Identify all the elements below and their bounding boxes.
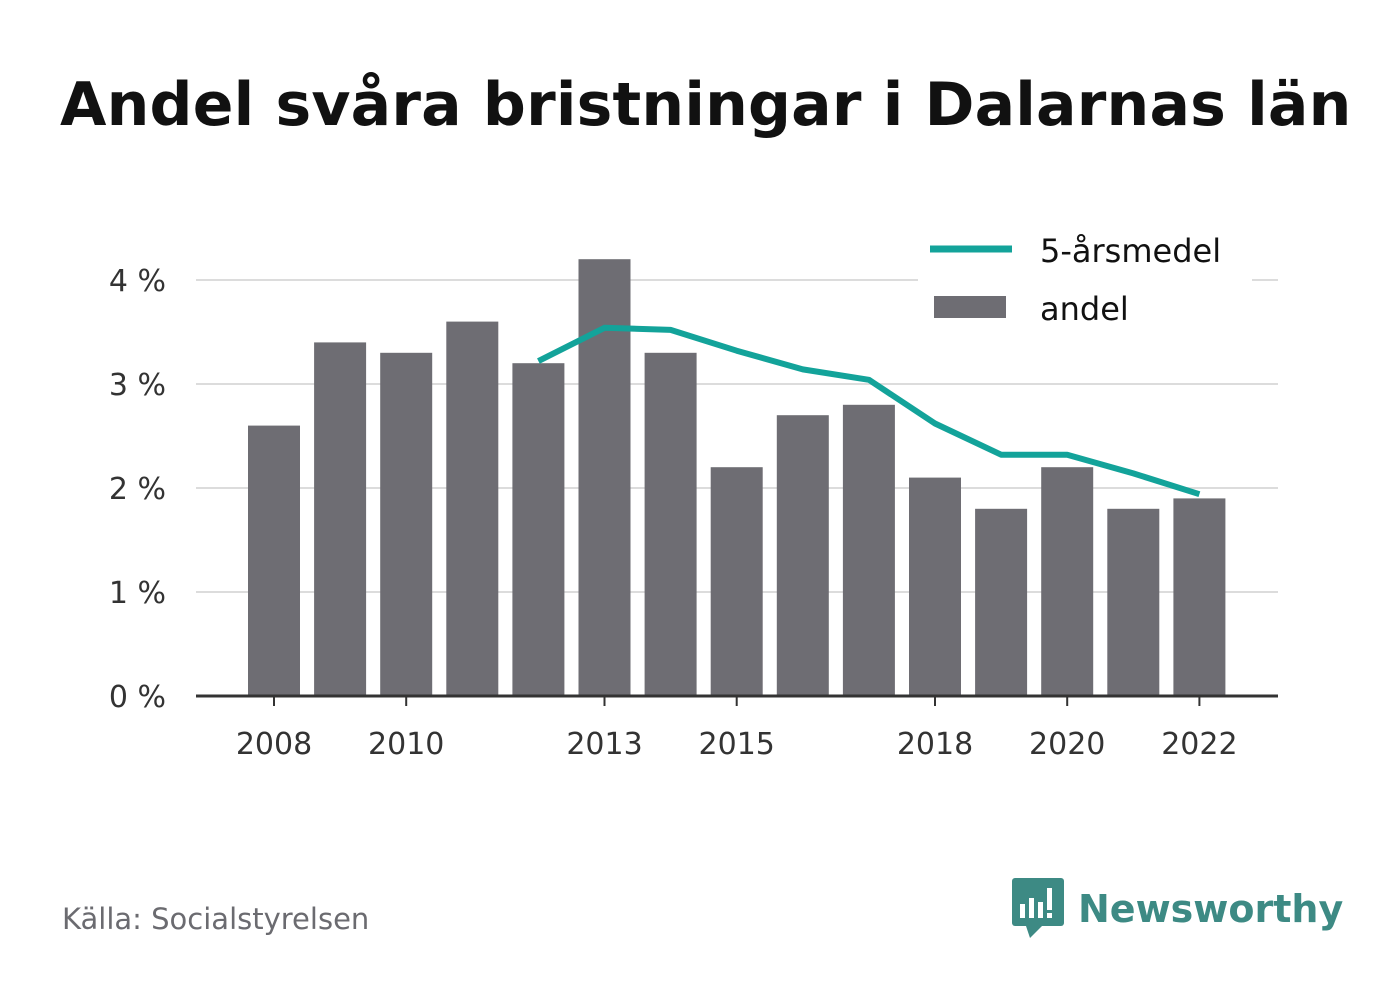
- bar: [380, 352, 433, 696]
- y-tick-label: 2 %: [109, 472, 166, 507]
- x-tick-label: 2013: [566, 727, 642, 762]
- y-tick-label: 1 %: [109, 576, 166, 611]
- bar: [1041, 467, 1094, 696]
- legend-label-andel: andel: [1040, 290, 1129, 328]
- x-tick-label: 2022: [1161, 727, 1237, 762]
- bar: [710, 467, 763, 696]
- series-line-5-arsmedel: [537, 324, 1201, 498]
- bar: [776, 415, 829, 696]
- legend-label-5-arsmedel: 5-årsmedel: [1040, 232, 1221, 270]
- bar: [314, 342, 367, 696]
- source-note: Källa: Socialstyrelsen: [62, 902, 370, 936]
- x-tick-label: 2008: [236, 727, 312, 762]
- chart-title: Andel svåra bristningar i Dalarnas län: [60, 70, 1352, 140]
- bar: [842, 404, 895, 696]
- axes: 0 % 1 % 2 % 3 % 4 % 2008 2010 2013 2015 2018 2020 2…: [109, 264, 1278, 762]
- x-tick-label: 2015: [699, 727, 775, 762]
- logo-icon: [1012, 878, 1064, 938]
- bar: [1173, 498, 1226, 696]
- bar: [446, 321, 499, 696]
- y-tick-label: 3 %: [109, 368, 166, 403]
- bar: [975, 508, 1028, 696]
- x-tick-label: 2010: [368, 727, 444, 762]
- legend-bar-swatch: [934, 296, 1006, 318]
- newsworthy-logo: Newsworthy: [1012, 878, 1343, 940]
- legend: 5-årsmedel andel: [918, 232, 1252, 332]
- x-tick-label: 2020: [1029, 727, 1105, 762]
- bar: [909, 477, 961, 696]
- bar: [512, 363, 565, 696]
- bar: [1107, 508, 1160, 696]
- bar: [644, 352, 697, 696]
- bars: [248, 259, 1226, 696]
- bar: [248, 425, 300, 696]
- y-tick-label: 0 %: [109, 680, 166, 715]
- bar: [578, 259, 631, 696]
- y-tick-label: 4 %: [109, 264, 166, 299]
- average-line: [537, 324, 1201, 498]
- logo-text: Newsworthy: [1078, 887, 1344, 931]
- x-tick-label: 2018: [897, 727, 973, 762]
